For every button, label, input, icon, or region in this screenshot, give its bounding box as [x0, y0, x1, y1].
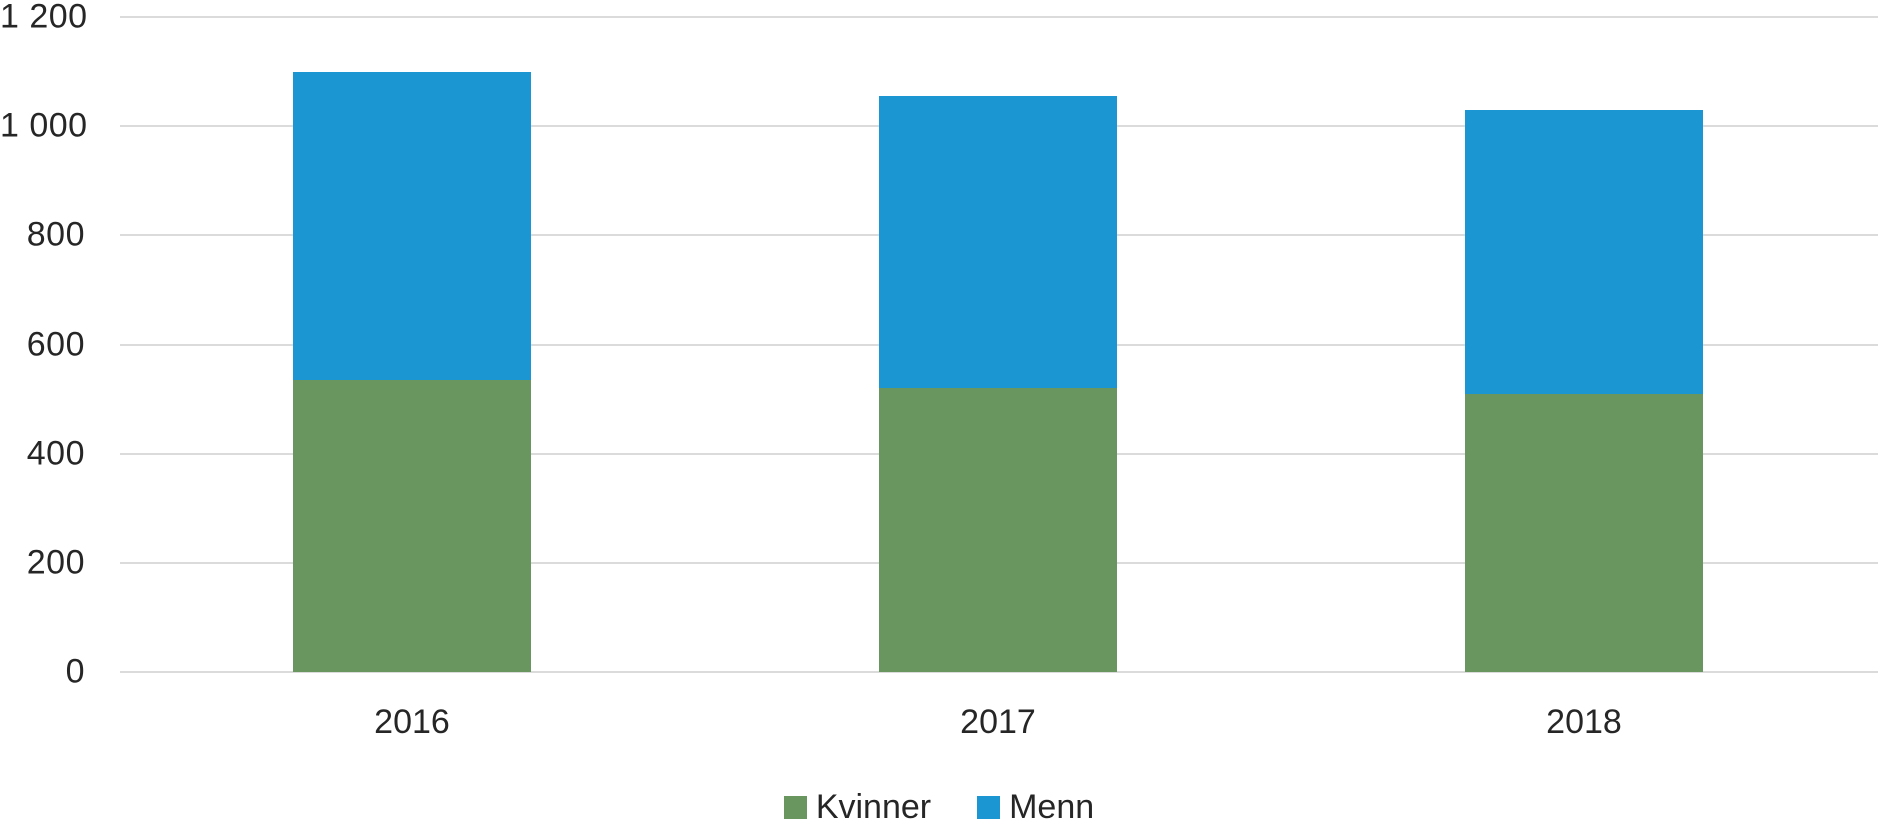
bar-2016-kvinner[interactable]: [293, 379, 531, 672]
legend-swatch-icon: [783, 795, 807, 819]
legend: Kvinner Menn: [0, 790, 1878, 824]
y-tick-label: 1 000: [0, 106, 88, 145]
bar-2017-kvinner[interactable]: [879, 388, 1117, 672]
y-tick-label: 0: [65, 652, 85, 691]
y-tick-label: 600: [26, 325, 85, 363]
legend-swatch-icon: [977, 795, 1001, 819]
y-tick-label: 1 200: [0, 0, 88, 36]
bar-2018-menn[interactable]: [1465, 109, 1703, 394]
legend-label: Menn: [1009, 788, 1095, 826]
y-tick-label: 800: [26, 215, 85, 254]
bar-2017-menn[interactable]: [879, 96, 1117, 389]
bar-2016-menn[interactable]: [293, 71, 531, 380]
legend-item-kvinner[interactable]: Kvinner: [783, 788, 932, 826]
y-tick-label: 200: [26, 543, 85, 582]
legend-item-menn[interactable]: Menn: [977, 790, 1094, 824]
gridline-y1200: [120, 16, 1878, 18]
y-tick-label: 400: [26, 434, 85, 473]
gridline-y0: [120, 671, 1878, 673]
x-tick-label-2017: 2017: [960, 703, 1036, 741]
x-tick-label-2018: 2018: [1546, 703, 1622, 741]
legend-label: Kvinner: [815, 788, 932, 826]
x-tick-label-2016: 2016: [374, 703, 450, 741]
bar-2018-kvinner[interactable]: [1465, 393, 1703, 672]
